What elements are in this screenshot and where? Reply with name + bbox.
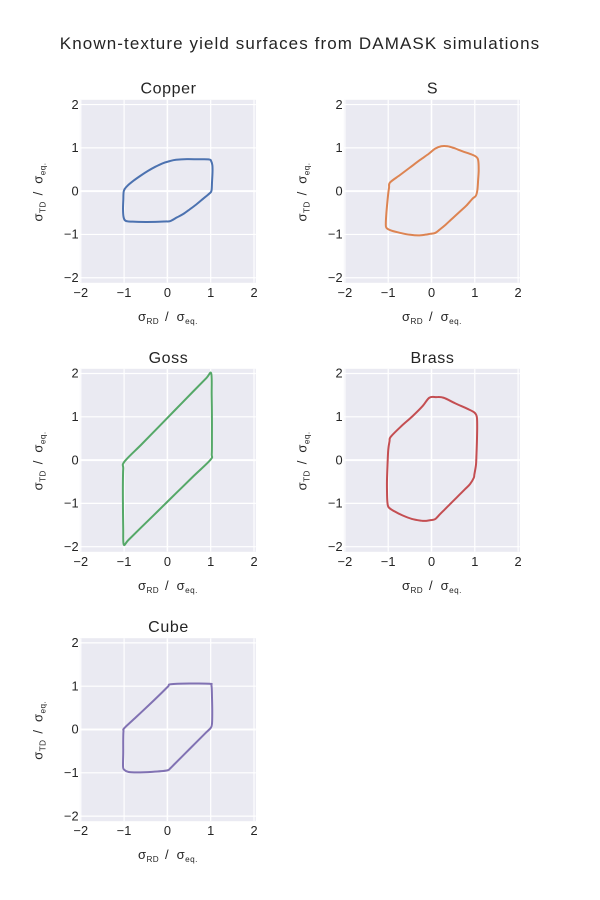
svg-text:0: 0 [428,285,435,300]
svg-text:1: 1 [335,409,342,424]
svg-text:−1: −1 [381,554,396,569]
svg-text:1: 1 [207,823,214,838]
svg-text:Brass: Brass [411,350,455,367]
svg-text:1: 1 [71,409,78,424]
svg-text:2: 2 [335,366,342,381]
svg-text:−2: −2 [328,270,343,285]
svg-text:1: 1 [471,554,478,569]
svg-text:−1: −1 [64,765,79,780]
svg-text:−2: −2 [74,823,89,838]
svg-text:−2: −2 [64,270,79,285]
svg-text:2: 2 [250,285,257,300]
svg-text:0: 0 [71,722,78,737]
svg-text:1: 1 [207,554,214,569]
svg-text:2: 2 [515,554,522,569]
svg-text:0: 0 [71,452,78,467]
svg-text:−2: −2 [338,285,353,300]
svg-text:−2: −2 [64,808,79,823]
svg-text:σRD / σeq.: σRD / σeq. [138,578,198,595]
svg-text:0: 0 [164,554,171,569]
svg-text:−1: −1 [64,496,79,511]
svg-text:0: 0 [71,183,78,198]
svg-text:2: 2 [71,635,78,650]
svg-text:−1: −1 [381,285,396,300]
svg-text:S: S [427,81,438,98]
svg-text:0: 0 [164,823,171,838]
svg-text:0: 0 [428,554,435,569]
svg-text:0: 0 [335,183,342,198]
svg-text:−2: −2 [328,539,343,554]
svg-text:1: 1 [335,140,342,155]
svg-text:−1: −1 [64,227,79,242]
svg-text:Goss: Goss [149,350,189,367]
svg-text:0: 0 [335,452,342,467]
svg-text:Known-texture yield surfaces f: Known-texture yield surfaces from DAMASK… [60,34,540,53]
svg-text:2: 2 [250,823,257,838]
svg-text:−2: −2 [64,539,79,554]
svg-text:1: 1 [207,285,214,300]
svg-text:−1: −1 [328,227,343,242]
svg-text:1: 1 [471,285,478,300]
svg-text:1: 1 [71,140,78,155]
svg-text:−2: −2 [74,285,89,300]
svg-text:−1: −1 [117,554,132,569]
svg-text:Copper: Copper [140,81,196,98]
svg-text:Cube: Cube [148,619,189,636]
svg-text:1: 1 [71,678,78,693]
svg-text:2: 2 [250,554,257,569]
svg-text:2: 2 [71,97,78,112]
svg-text:2: 2 [515,285,522,300]
svg-text:2: 2 [71,366,78,381]
svg-text:0: 0 [164,285,171,300]
svg-text:−1: −1 [328,496,343,511]
svg-text:−1: −1 [117,823,132,838]
svg-text:−2: −2 [338,554,353,569]
svg-text:2: 2 [335,97,342,112]
svg-text:−1: −1 [117,285,132,300]
svg-text:−2: −2 [74,554,89,569]
